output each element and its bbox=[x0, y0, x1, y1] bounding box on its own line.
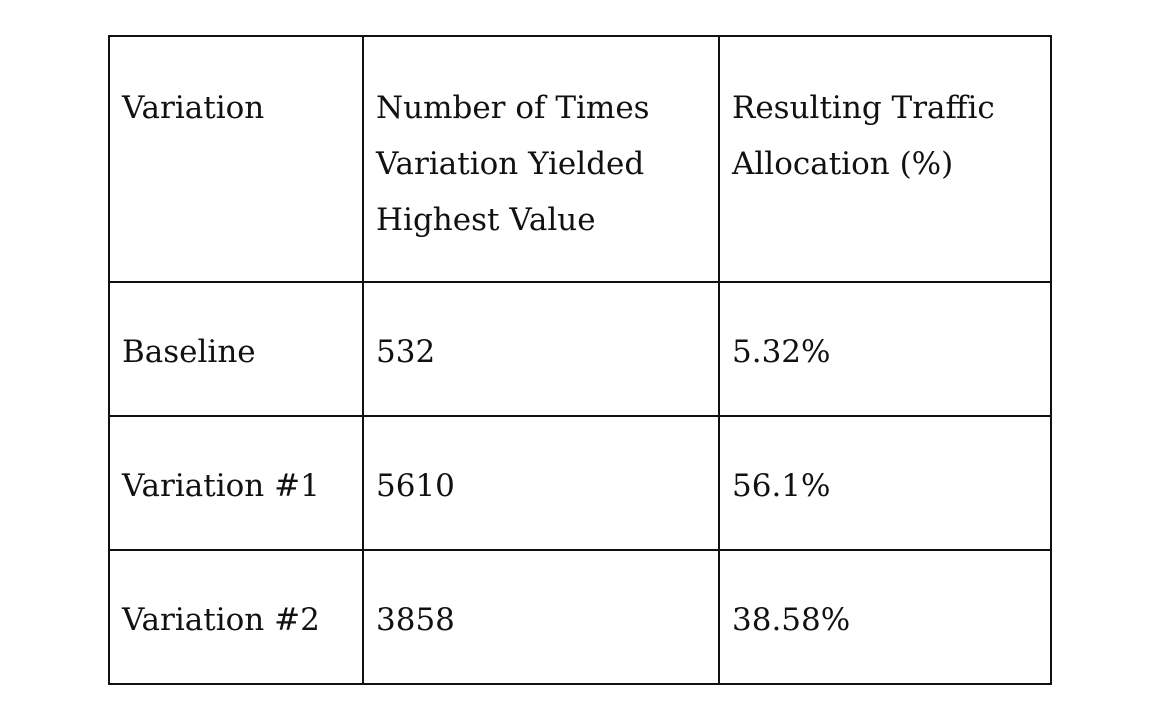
cell-times-highest: 5610 bbox=[362, 415, 720, 551]
traffic-allocation-table: Variation Number of Times Variation Yiel… bbox=[108, 35, 1052, 685]
header-row: Variation Number of Times Variation Yiel… bbox=[108, 35, 1052, 283]
table-row-variation-1: Variation #1 5610 56.1% bbox=[108, 415, 1052, 551]
table-header: Variation Number of Times Variation Yiel… bbox=[108, 35, 1052, 283]
table-row-baseline: Baseline 532 5.32% bbox=[108, 281, 1052, 417]
cell-variation: Variation #2 bbox=[108, 549, 364, 685]
header-variation: Variation bbox=[108, 35, 364, 283]
cell-allocation: 56.1% bbox=[718, 415, 1052, 551]
cell-times-highest: 532 bbox=[362, 281, 720, 417]
cell-variation: Baseline bbox=[108, 281, 364, 417]
header-traffic-allocation: Resulting Traffic Allocation (%) bbox=[718, 35, 1052, 283]
table-body: Baseline 532 5.32% Variation #1 5610 56.… bbox=[108, 281, 1052, 685]
table-row-variation-2: Variation #2 3858 38.58% bbox=[108, 549, 1052, 685]
cell-allocation: 5.32% bbox=[718, 281, 1052, 417]
cell-times-highest: 3858 bbox=[362, 549, 720, 685]
cell-variation: Variation #1 bbox=[108, 415, 364, 551]
cell-allocation: 38.58% bbox=[718, 549, 1052, 685]
header-times-highest: Number of Times Variation Yielded Highes… bbox=[362, 35, 720, 283]
